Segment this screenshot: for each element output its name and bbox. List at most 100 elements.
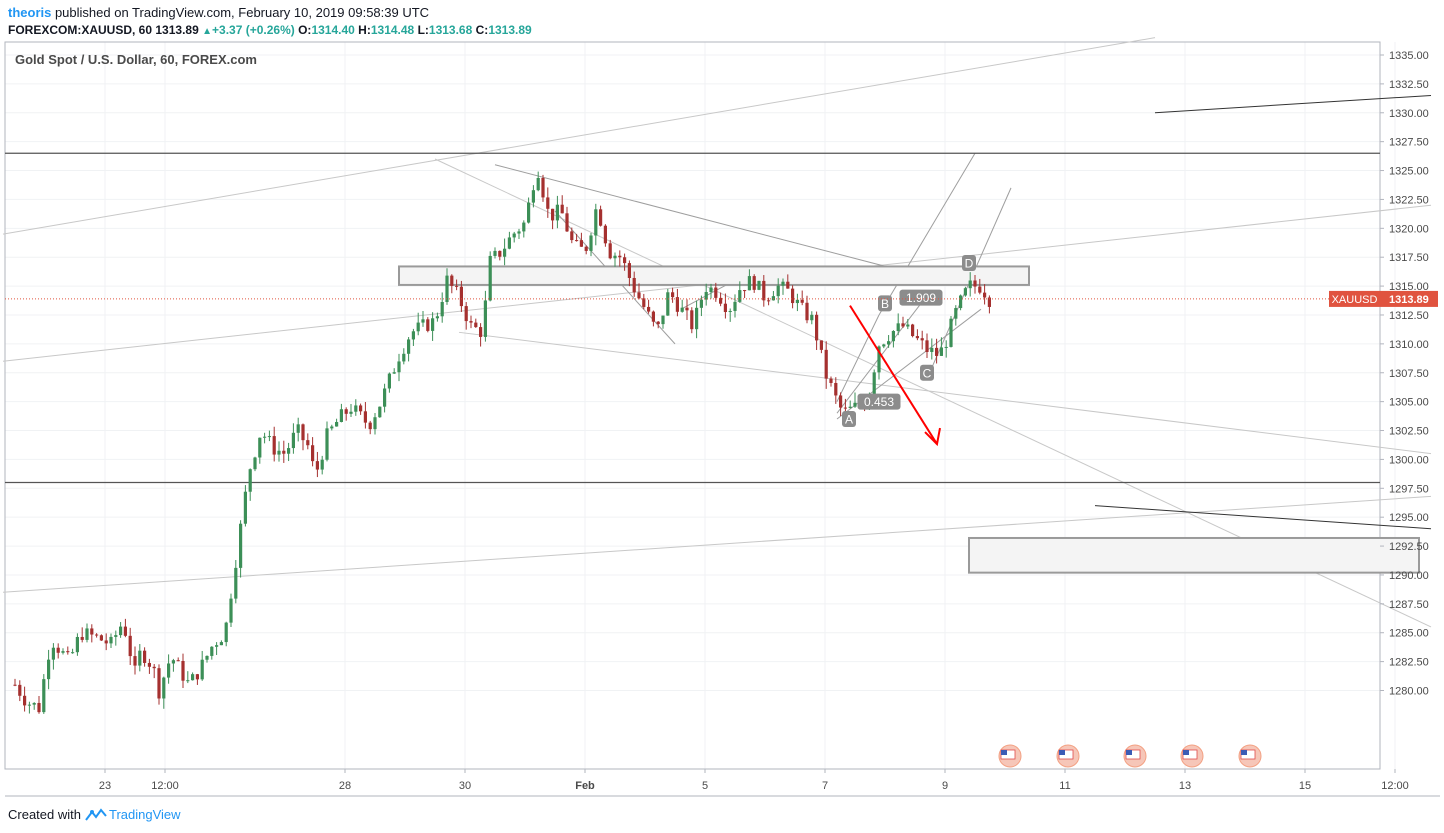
close-value: 1313.89 [488,23,532,37]
candle-up [704,292,708,300]
tradingview-link[interactable]: TradingView [108,807,181,822]
y-tick-label: 1332.50 [1389,79,1429,91]
candle-up [402,353,406,362]
candle-down [786,281,790,289]
pattern-label-box [920,364,934,381]
candle-down [651,311,655,322]
footer: Created with TradingView [8,807,181,825]
author-name[interactable]: theoris [8,5,52,20]
candle-down [767,300,771,302]
candle-up [594,209,598,236]
candle-down [123,626,127,636]
y-tick-label: 1315.00 [1389,281,1429,293]
y-tick-label: 1312.50 [1389,310,1429,322]
candle-down [546,197,550,209]
x-tick-label: 23 [99,780,111,792]
us-flag-canton [1001,750,1007,755]
candle-down [176,660,180,662]
trend-line[interactable] [458,331,1432,455]
candle-down [363,411,367,423]
candle-down [637,292,641,299]
trend-line[interactable] [836,314,880,402]
candle-up [42,679,46,713]
candle-down [623,257,627,264]
low-label: L: [417,23,429,37]
candle-up [200,659,204,680]
candle-down [714,287,718,298]
candle-down [128,635,132,657]
candle-down [671,292,675,298]
candle-down [685,307,689,311]
candle-down [541,177,545,198]
candle-down [608,243,612,259]
trend-line[interactable] [878,152,976,316]
candle-down [599,209,603,226]
forecast-arrow-line[interactable] [849,305,938,445]
candle-down [282,450,286,454]
pattern-label-box [857,393,901,410]
candle-up [258,437,262,458]
price-zones [398,265,1420,574]
candle-up [728,310,732,313]
candle-up [267,436,271,438]
chart-border [4,41,1381,770]
candle-up [503,248,507,257]
candle-up [848,406,852,408]
candle-down [426,319,430,331]
candle-down [147,662,151,667]
candle-up [555,204,559,221]
candle-up [666,292,670,316]
candle-up [661,315,665,325]
candle-up [944,346,948,348]
x-tick-label: 12:00 [1381,780,1409,792]
high-label: H: [358,23,371,37]
price-badge-label: 1313.89 [1389,294,1429,306]
y-tick-label: 1297.50 [1389,483,1429,495]
candle-down [925,340,929,352]
candle-down [157,668,161,699]
x-tick-label: 5 [702,780,708,792]
zone-rectangle[interactable] [398,265,1030,286]
candle-down [560,204,564,214]
candle-up [795,299,799,304]
candle-up [349,411,353,414]
pattern-label-box [842,410,856,427]
candle-down [565,213,569,232]
candle-up [493,250,497,256]
candle-up [397,361,401,373]
trend-line[interactable] [1154,94,1432,114]
candle-up [162,677,166,699]
pattern-label: D [965,256,974,270]
y-tick-label: 1302.50 [1389,426,1429,438]
candle-up [320,459,324,470]
candle-down [95,634,99,636]
trend-line[interactable] [2,37,1156,235]
y-tick-label: 1330.00 [1389,108,1429,120]
x-tick-label: 28 [339,780,351,792]
candle-down [603,225,607,244]
pattern-label: B [881,297,889,311]
y-tick-label: 1335.00 [1389,50,1429,62]
candle-up [959,295,963,309]
candle-up [387,373,391,389]
high-value: 1314.48 [370,23,415,37]
y-tick-label: 1292.50 [1389,541,1429,553]
candle-up [239,523,243,568]
price-axis[interactable]: 1335.00 1332.50 1330.00 1327.50 1325.00 1322.… [1380,50,1429,698]
candle-up [171,660,175,664]
y-tick-label: 1327.50 [1389,137,1429,149]
candle-up [51,647,55,660]
trend-line[interactable] [494,164,940,281]
candle-up [229,598,233,623]
trend-line[interactable] [1094,505,1432,530]
time-axis[interactable]: 23 12:00 28 30 Feb 5 7 9 11 13 15 12:00 [99,769,1409,792]
candle-up [527,202,531,223]
y-tick-label: 1322.50 [1389,194,1429,206]
zone-rectangle[interactable] [968,536,1420,574]
candle-down [978,286,982,293]
y-tick-label: 1280.00 [1389,686,1429,698]
candle-up [248,469,252,492]
candle-down [152,666,156,669]
x-tick-label: 11 [1059,780,1070,792]
